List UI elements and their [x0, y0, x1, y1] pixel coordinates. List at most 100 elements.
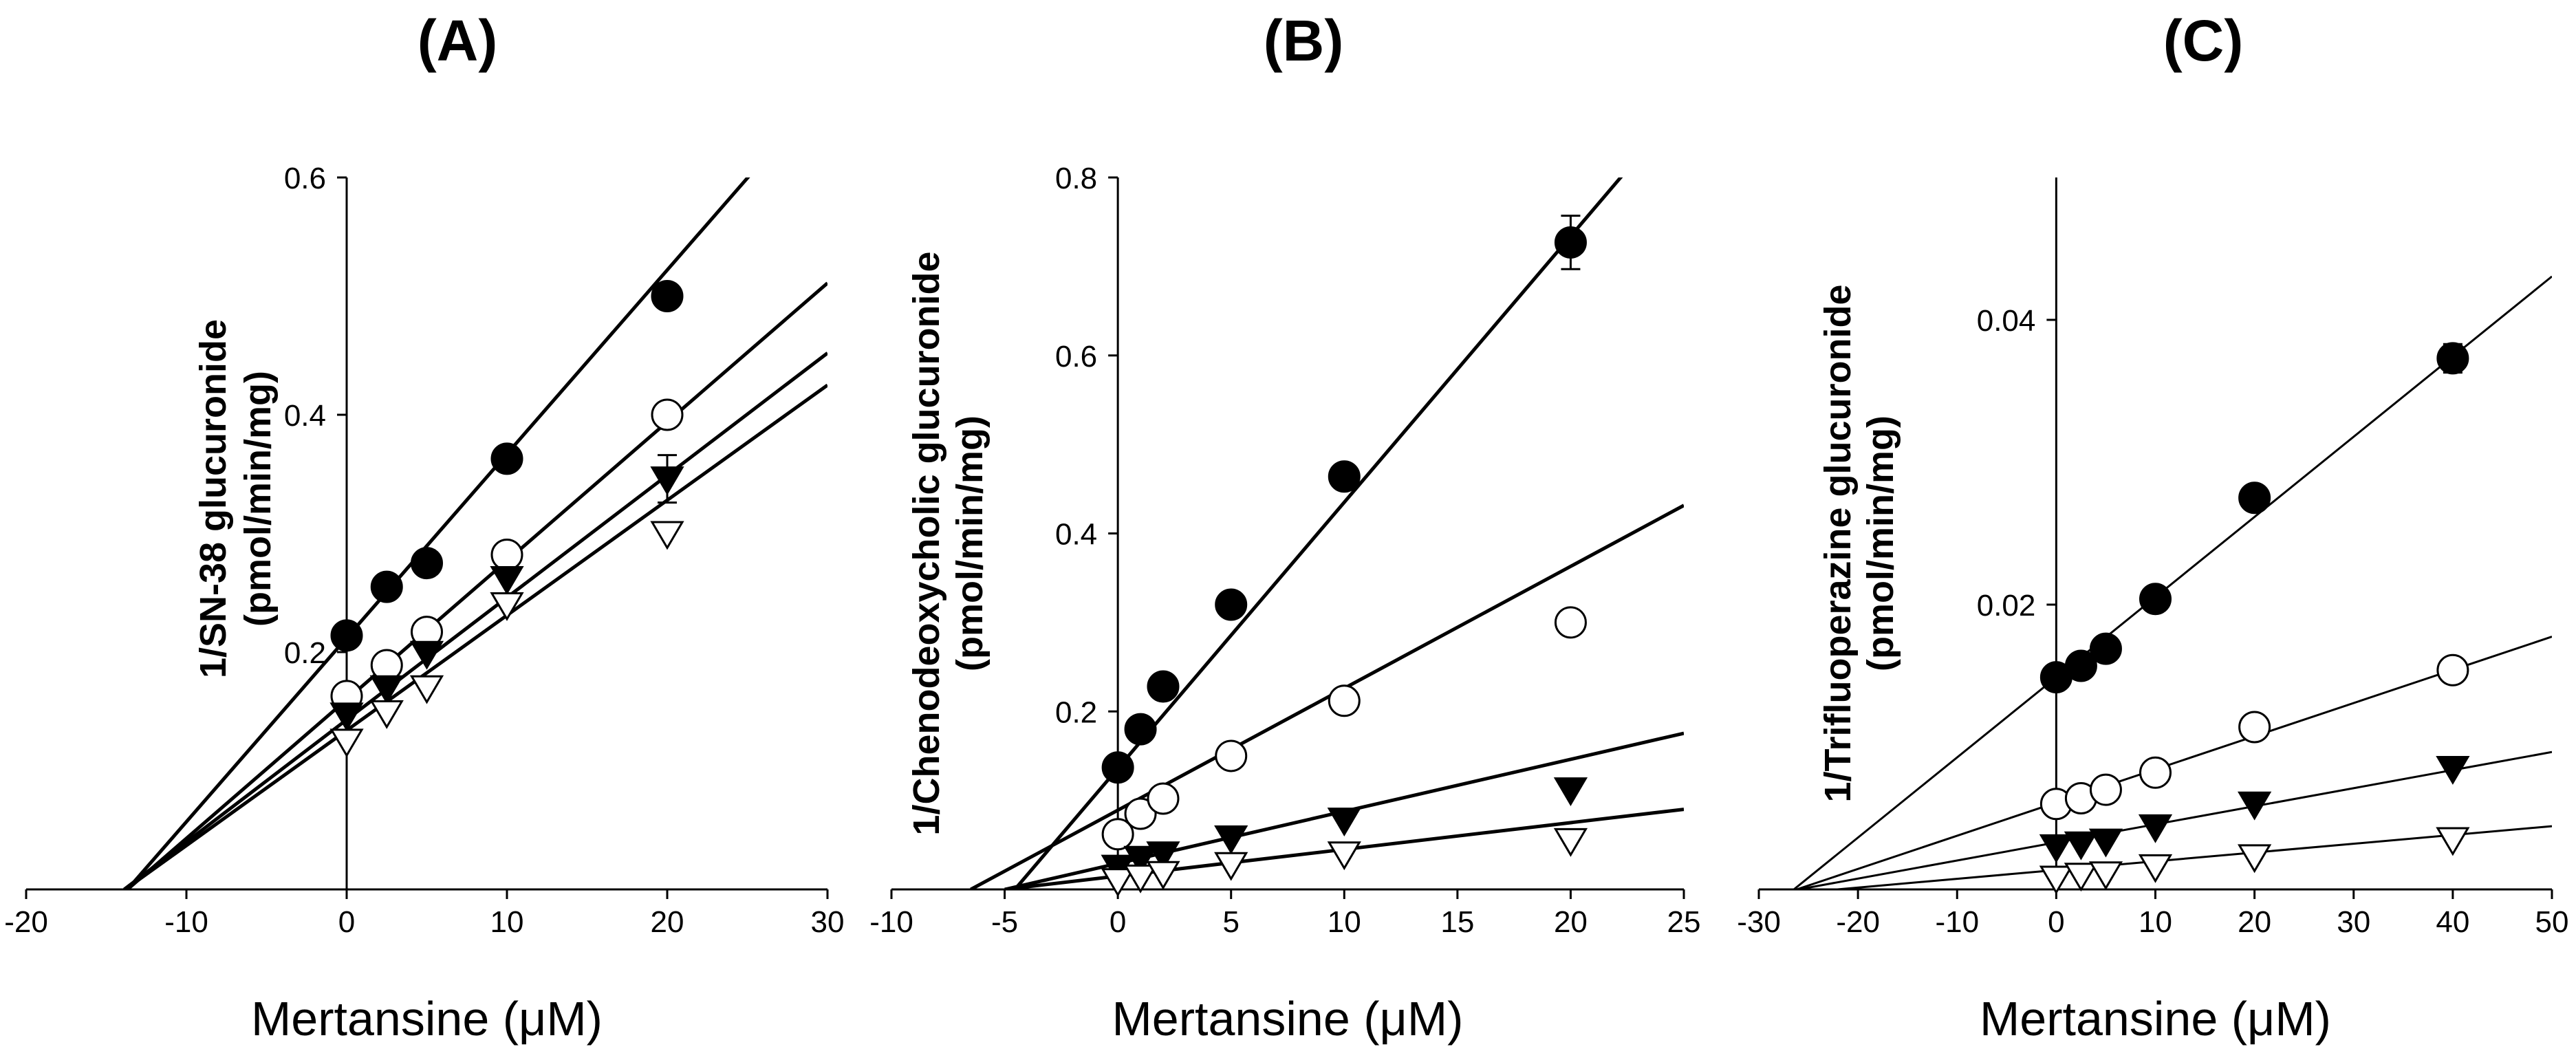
- data-point-series-2: [1147, 782, 1180, 815]
- data-point-series-4: [409, 675, 444, 704]
- data-point-series-4: [1146, 861, 1180, 890]
- data-point-series-4: [1101, 868, 1135, 897]
- data-point-series-3: [1553, 777, 1588, 806]
- data-point-series-3: [1214, 825, 1248, 854]
- y-tick-label: 0.8: [1055, 162, 1097, 195]
- data-point-series-1: [370, 570, 403, 603]
- data-point-series-4: [1214, 852, 1248, 881]
- data-point-series-2: [1215, 739, 1248, 772]
- x-tick-label: 5: [1222, 905, 1239, 939]
- x-tick-label: 20: [2238, 905, 2271, 939]
- data-point-series-1: [490, 442, 523, 475]
- x-tick-label: 10: [2139, 905, 2172, 939]
- fit-line-series-2: [126, 281, 827, 889]
- x-axis-label: Mertansine (μM): [1112, 992, 1464, 1046]
- fit-line-series-3: [1798, 750, 2552, 889]
- data-point-series-1: [2238, 482, 2271, 515]
- fit-line-series-3: [122, 351, 827, 889]
- y-tick-label: 0.2: [284, 636, 326, 670]
- y-axis-label: 1/Trifluoperazine glucuronide: [1817, 284, 1859, 802]
- y-tick-label: 0.2: [1055, 695, 1097, 729]
- panel-a: (A) -20 -10 0 10 20 30 0.2 0.4 0.6 Mertansine (μM)…: [4, 8, 844, 1046]
- x-tick-label: -10: [164, 905, 208, 939]
- x-tick-label: 0: [338, 905, 355, 939]
- data-point-series-3: [1123, 845, 1158, 875]
- data-point-series-3: [2138, 814, 2173, 843]
- y-tick-label: 0.6: [284, 162, 326, 195]
- data-point-series-4: [369, 700, 404, 729]
- data-point-series-2: [1101, 818, 1134, 851]
- x-tick-label: -30: [1737, 905, 1781, 939]
- data-point-series-2: [2436, 653, 2469, 686]
- x-tick-label: 40: [2436, 905, 2469, 939]
- panel-title: (B): [1264, 8, 1344, 73]
- data-point-series-3: [329, 702, 364, 732]
- y-tick-label: 0.02: [1977, 589, 2036, 623]
- x-tick-label: -20: [1836, 905, 1880, 939]
- data-point-series-1: [330, 619, 363, 652]
- y-axis-label: 1/Chenodeoxycholic glucuronide: [906, 251, 947, 835]
- y-tick-label: 0.4: [284, 399, 326, 433]
- data-point-series-1: [1215, 588, 1248, 621]
- panel-title: (C): [2163, 8, 2244, 73]
- data-point-series-1: [1554, 226, 1587, 259]
- data-point-series-4: [650, 521, 684, 550]
- data-point-series-3: [1146, 841, 1180, 871]
- data-point-series-2: [1124, 797, 1157, 830]
- data-point-series-4: [1123, 864, 1158, 894]
- fit-line-series-2: [1796, 636, 2552, 889]
- data-point-series-4: [2436, 827, 2470, 856]
- fit-line-series-4: [1837, 825, 2552, 889]
- data-point-series-1: [1147, 670, 1180, 703]
- data-point-series-1: [1124, 713, 1157, 746]
- x-tick-label: -20: [4, 905, 48, 939]
- data-point-series-1: [1328, 460, 1361, 493]
- fit-line-series-2: [970, 504, 1684, 889]
- y-axis-label-units: (pmol/min/mg): [237, 371, 279, 627]
- data-point-series-1: [2064, 649, 2097, 682]
- x-axis-label: Mertansine (μM): [1980, 992, 2331, 1046]
- x-axis-label: Mertansine (μM): [251, 992, 603, 1046]
- x-tick-label: 15: [1440, 905, 1474, 939]
- data-point-series-3: [2238, 791, 2272, 821]
- data-point-series-1: [2436, 342, 2469, 375]
- x-tick-label: 10: [1328, 905, 1361, 939]
- x-tick-label: 0: [1110, 905, 1126, 939]
- data-point-series-4: [490, 592, 524, 621]
- data-point-series-4: [2088, 861, 2123, 891]
- data-point-series-4: [2039, 865, 2073, 895]
- data-point-series-4: [2238, 844, 2272, 874]
- y-axis-label: 1/SN-38 glucuronide: [193, 319, 234, 678]
- panel-c: (C) -30 -20 -10 0 10 20 30 40 50 0.02 0.04 Mertansin…: [1737, 8, 2568, 1046]
- fit-line-series-1: [126, 177, 750, 889]
- x-tick-label: 25: [1667, 905, 1701, 939]
- y-tick-label: 0.04: [1977, 304, 2036, 338]
- data-point-series-2: [1554, 606, 1587, 639]
- data-point-series-1: [651, 280, 684, 312]
- y-tick-label: 0.6: [1055, 340, 1097, 374]
- y-tick-label: 0.4: [1055, 518, 1097, 552]
- data-point-series-3: [409, 640, 444, 670]
- data-point-series-1: [411, 547, 443, 580]
- data-point-series-2: [2139, 756, 2172, 789]
- x-tick-label: 20: [1554, 905, 1588, 939]
- data-point-series-4: [1327, 841, 1361, 871]
- data-point-series-4: [2138, 854, 2173, 883]
- x-tick-label: 0: [2048, 905, 2064, 939]
- x-tick-label: 50: [2535, 905, 2569, 939]
- fit-line-series-1: [1793, 275, 2552, 889]
- x-tick-label: -5: [991, 905, 1018, 939]
- data-point-series-1: [2089, 632, 2122, 665]
- data-point-series-2: [2238, 711, 2271, 744]
- data-point-series-3: [1327, 808, 1361, 836]
- data-point-series-3: [2436, 756, 2470, 785]
- data-point-series-3: [650, 466, 684, 496]
- data-point-series-3: [490, 566, 524, 595]
- data-point-series-1: [2139, 583, 2172, 616]
- x-tick-label: 10: [490, 905, 524, 939]
- data-point-series-4: [2064, 863, 2099, 892]
- y-axis-label-units: (pmol/min/mg): [949, 415, 991, 671]
- data-point-series-2: [651, 398, 684, 431]
- x-tick-label: -10: [869, 905, 913, 939]
